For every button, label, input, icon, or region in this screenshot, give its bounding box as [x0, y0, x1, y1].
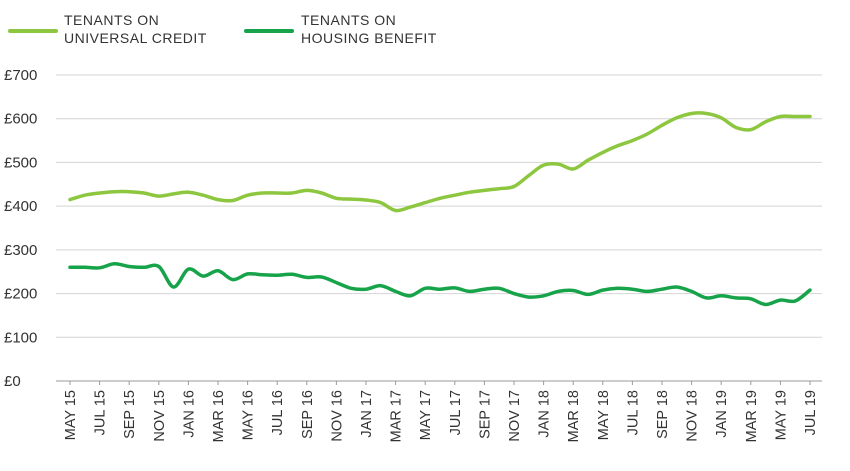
y-axis-ticks: £0 £100 £200 £300 £400 £500 £600 £700 [4, 67, 37, 390]
x-tick-label: MAY 18 [596, 390, 612, 440]
series-line-housing-benefit [68, 262, 812, 307]
x-tick-label: JAN 16 [181, 390, 197, 438]
x-tick-label: JUL 17 [448, 390, 464, 435]
x-tick-label: JAN 18 [537, 390, 553, 438]
legend-label-line-2: UNIVERSAL CREDIT [64, 30, 207, 46]
x-tick-label: JAN 17 [359, 390, 375, 438]
x-tick-label: SEP 18 [655, 390, 671, 439]
x-tick-label: MAY 19 [773, 390, 789, 440]
x-tick-label: NOV 17 [507, 390, 523, 442]
x-tick-label: MAR 16 [211, 390, 227, 442]
x-tick-label: JUL 19 [803, 390, 819, 435]
series-line-universal-credit [68, 111, 812, 213]
legend-label-line-2: HOUSING BENEFIT [301, 30, 437, 46]
x-tick-label: MAY 16 [241, 390, 257, 440]
y-tick-label: £600 [4, 111, 37, 128]
x-tick-label: JAN 19 [714, 390, 730, 438]
x-tick-label: MAR 18 [566, 390, 582, 442]
legend-label-line-1: TENANTS ON [301, 12, 396, 28]
y-tick-label: £200 [4, 286, 37, 303]
x-tick-label: MAR 19 [744, 390, 760, 442]
legend-item-housing-benefit: TENANTS ON HOUSING BENEFIT [244, 12, 437, 46]
x-tick-label: NOV 15 [152, 390, 168, 442]
y-tick-label: £0 [4, 373, 21, 390]
y-tick-label: £400 [4, 198, 37, 215]
x-tick-label: JUL 16 [270, 390, 286, 435]
x-tick-label: NOV 16 [329, 390, 345, 442]
x-tick-label: MAY 15 [63, 390, 79, 440]
series-lines [68, 111, 812, 307]
y-tick-label: £700 [4, 67, 37, 84]
x-tick-label: SEP 15 [122, 390, 138, 439]
x-tick-label: NOV 18 [685, 390, 701, 442]
x-tick-label: SEP 16 [300, 390, 316, 439]
legend: TENANTS ON UNIVERSAL CREDIT TENANTS ON H… [8, 12, 437, 46]
y-tick-label: £500 [4, 154, 37, 171]
x-tick-label: JUL 15 [93, 390, 109, 435]
x-tick-label: MAR 17 [389, 390, 405, 442]
legend-item-universal-credit: TENANTS ON UNIVERSAL CREDIT [8, 12, 207, 46]
x-axis-ticks: MAY 15 JUL 15 SEP 15 NOV 15 JAN 16 MAR 16 MAY … [63, 381, 819, 442]
legend-label-line-1: TENANTS ON [64, 12, 159, 28]
y-tick-label: £300 [4, 242, 37, 259]
x-tick-label: SEP 17 [477, 390, 493, 439]
x-tick-label: MAY 17 [418, 390, 434, 440]
x-tick-label: JUL 18 [625, 390, 641, 435]
y-tick-label: £100 [4, 329, 37, 346]
gridlines [56, 74, 822, 382]
